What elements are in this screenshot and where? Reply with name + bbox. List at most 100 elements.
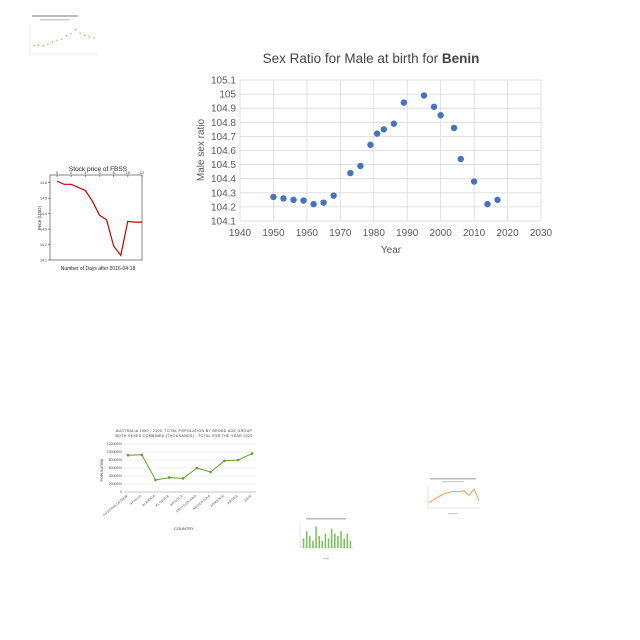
thumb-point bbox=[37, 44, 40, 46]
fbss-chart-title: Stock price of FBSS bbox=[69, 166, 128, 173]
green-thumb-bars bbox=[302, 526, 352, 548]
thumb-point bbox=[93, 37, 95, 39]
australia-y-tick-label: 6000000 bbox=[109, 466, 122, 470]
australia-point bbox=[126, 453, 130, 457]
green-thumb-bar bbox=[305, 531, 308, 548]
fbss-y-tick-label: 14.5 bbox=[40, 197, 47, 201]
fbss-x-tick-label: 10 bbox=[126, 171, 130, 175]
benin-sex-ratio-chart: Sex Ratio for Male at birth for Benin 10… bbox=[180, 44, 560, 264]
fbss-plot-frame bbox=[49, 174, 143, 261]
australia-points bbox=[126, 452, 254, 482]
australia-population-chart: AUSTRALIA 1950 - 2100: TOTAL POPULATION … bbox=[100, 426, 264, 534]
australia-x-tick-label: ARMENIA bbox=[209, 493, 225, 508]
y-tick-label: 105.1 bbox=[211, 76, 236, 87]
australia-population-line bbox=[127, 453, 253, 481]
thumb-point bbox=[42, 45, 44, 47]
y-tick-label: 104.3 bbox=[211, 188, 236, 199]
data-point bbox=[494, 196, 501, 204]
fbss-y-tick-label: 14.1 bbox=[40, 259, 47, 263]
australia-y-tick-label: 8000000 bbox=[109, 458, 122, 462]
fbss-y-axis-label: Price (USD) bbox=[37, 206, 42, 231]
y-tick-label: 104.5 bbox=[211, 160, 236, 171]
data-point bbox=[390, 120, 398, 127]
orange-thumb-line bbox=[428, 488, 480, 504]
australia-point bbox=[195, 466, 199, 470]
fbss-y-tick-label: 14.4 bbox=[40, 212, 47, 216]
x-tick-label: 2030 bbox=[530, 228, 553, 239]
fbss-y-tick-label: 14.2 bbox=[40, 243, 47, 247]
benin-chart-svg: Sex Ratio for Male at birth for Benin 10… bbox=[196, 51, 553, 256]
fbss-x-tick-label: 12 bbox=[140, 171, 144, 175]
top-left-thumbnail-chart bbox=[24, 12, 102, 62]
x-tick-label: 1980 bbox=[363, 228, 386, 239]
x-tick-label: 1960 bbox=[296, 228, 319, 239]
thumb-point bbox=[79, 32, 81, 34]
data-point bbox=[420, 92, 428, 99]
thumb-point bbox=[33, 44, 35, 47]
green-thumb-bar bbox=[330, 528, 333, 548]
australia-x-axis-label: COUNTRY bbox=[174, 526, 194, 531]
australia-x-tick-label: ALGERIA bbox=[155, 493, 171, 507]
chart-title: Sex Ratio for Male at birth for Benin bbox=[263, 51, 480, 66]
data-point bbox=[367, 141, 374, 149]
data-point bbox=[347, 169, 354, 177]
thumb-point bbox=[65, 35, 68, 37]
green-thumb-bar bbox=[321, 540, 324, 548]
x-tick-label: 2000 bbox=[430, 228, 453, 239]
thumb-point bbox=[60, 38, 63, 40]
data-point bbox=[320, 199, 327, 206]
australia-point bbox=[223, 459, 226, 463]
data-point bbox=[430, 103, 438, 110]
x-tick-label: 1950 bbox=[262, 228, 285, 239]
y-tick-label: 104.7 bbox=[211, 132, 236, 143]
australia-title-line-1: AUSTRALIA 1950 - 2100: TOTAL POPULATION … bbox=[116, 429, 253, 433]
data-point bbox=[484, 200, 491, 208]
green-thumb-xlabel-placeholder bbox=[323, 558, 329, 560]
x-tick-label: 1940 bbox=[229, 228, 252, 239]
australia-grid bbox=[124, 443, 256, 493]
australia-y-tick-label: 4000000 bbox=[109, 474, 122, 478]
orange-line-thumbnail-chart bbox=[422, 476, 484, 518]
grid-lines bbox=[239, 79, 542, 222]
green-thumb-bar bbox=[315, 526, 317, 548]
fbss-chart-svg: Stock price of FBSS 14.1 14.2 14.3 14.4 14.5… bbox=[37, 166, 144, 272]
australia-y-tick-label: 12000000 bbox=[107, 442, 122, 446]
green-thumb-bar bbox=[309, 536, 311, 548]
thumb-point bbox=[51, 41, 54, 43]
australia-point bbox=[181, 477, 185, 480]
x-tick-label: 2020 bbox=[496, 228, 519, 239]
fbss-y-tick-label: 14.6 bbox=[40, 181, 47, 185]
australia-point bbox=[250, 452, 254, 455]
y-tick-label: 104.1 bbox=[211, 217, 236, 228]
australia-x-tick-label: ASIA bbox=[243, 493, 253, 502]
thumb-point bbox=[74, 28, 77, 31]
green-thumb-bar bbox=[340, 531, 342, 548]
data-point bbox=[290, 196, 297, 204]
green-thumb-bar bbox=[337, 536, 339, 548]
thumb-point bbox=[56, 39, 58, 41]
australia-y-tick-label: 10000000 bbox=[107, 450, 122, 454]
fbss-x-tick-label: 4 bbox=[84, 171, 86, 175]
australia-x-tick-label: AUSTRALIA/NEW bbox=[102, 494, 129, 517]
data-points bbox=[270, 92, 501, 208]
data-point bbox=[300, 197, 307, 204]
y-axis-label: Male sex ratio bbox=[196, 118, 207, 181]
orange-thumb-title-placeholder bbox=[430, 478, 476, 480]
data-point bbox=[373, 130, 381, 137]
y-tick-labels: 104.1 104.2 104.3 104.4 104.5 104.6 104.7 104.8… bbox=[211, 76, 236, 228]
data-point bbox=[330, 192, 337, 199]
data-point bbox=[457, 155, 464, 163]
thumb-point bbox=[47, 43, 49, 45]
australia-point bbox=[154, 478, 157, 482]
y-tick-label: 104.8 bbox=[211, 118, 236, 129]
fbss-x-tick-label: 6 bbox=[98, 171, 100, 175]
green-thumb-bar bbox=[346, 533, 349, 548]
fbss-x-tick-label: 0 bbox=[56, 171, 58, 175]
thumb-subtitle-placeholder bbox=[40, 19, 70, 21]
data-point bbox=[450, 124, 458, 132]
green-thumb-bar bbox=[318, 536, 320, 548]
green-thumb-bar bbox=[327, 538, 330, 548]
australia-point bbox=[140, 453, 144, 457]
chart-title-country: Benin bbox=[442, 51, 480, 66]
fbss-price-line bbox=[56, 180, 142, 257]
